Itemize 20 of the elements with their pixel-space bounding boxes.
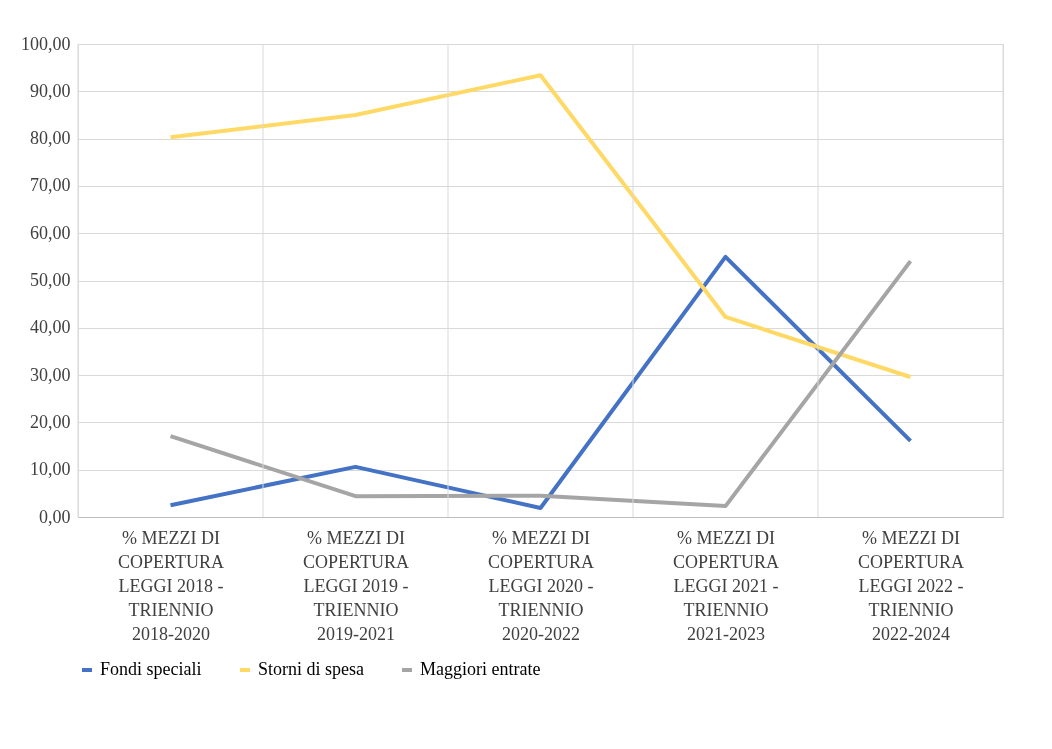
y-tick-label: 70,00 (30, 175, 71, 196)
y-tick-label: 40,00 (30, 317, 71, 338)
y-tick-label: 50,00 (30, 270, 71, 290)
y-tick-label: 60,00 (30, 222, 71, 243)
x-tick-label: % MEZZI DI COPERTURA LEGGI 2019 - TRIENNIO 2019-2021 (303, 527, 409, 644)
y-tick-label: 80,00 (30, 128, 71, 149)
y-tick-label: 90,00 (30, 80, 71, 101)
legend-label: Fondi speciali (100, 659, 202, 679)
y-tick-label: 10,00 (30, 459, 71, 480)
x-tick-label: % MEZZI DI COPERTURA LEGGI 2018 - TRIENNIO 2018-2020 (118, 527, 224, 644)
y-tick-label: 20,00 (30, 411, 71, 432)
line-series (168, 73, 913, 379)
legend-label: Storni di spesa (258, 659, 365, 679)
legend-label: Maggiori entrate (420, 659, 541, 679)
x-tick-label: % MEZZI DI COPERTURA LEGGI 2020 - TRIENNIO 2020-2022 (488, 527, 594, 644)
x-tick-label: % MEZZI DI COPERTURA LEGGI 2022 - TRIENNIO 2022-2024 (858, 527, 964, 644)
y-tick-label: 30,00 (30, 364, 71, 385)
y-tick-label: 0,00 (39, 506, 71, 527)
y-tick-label: 100,00 (21, 33, 71, 54)
x-tick-label: % MEZZI DI COPERTURA LEGGI 2021 - TRIENNIO 2021-2023 (673, 527, 779, 644)
